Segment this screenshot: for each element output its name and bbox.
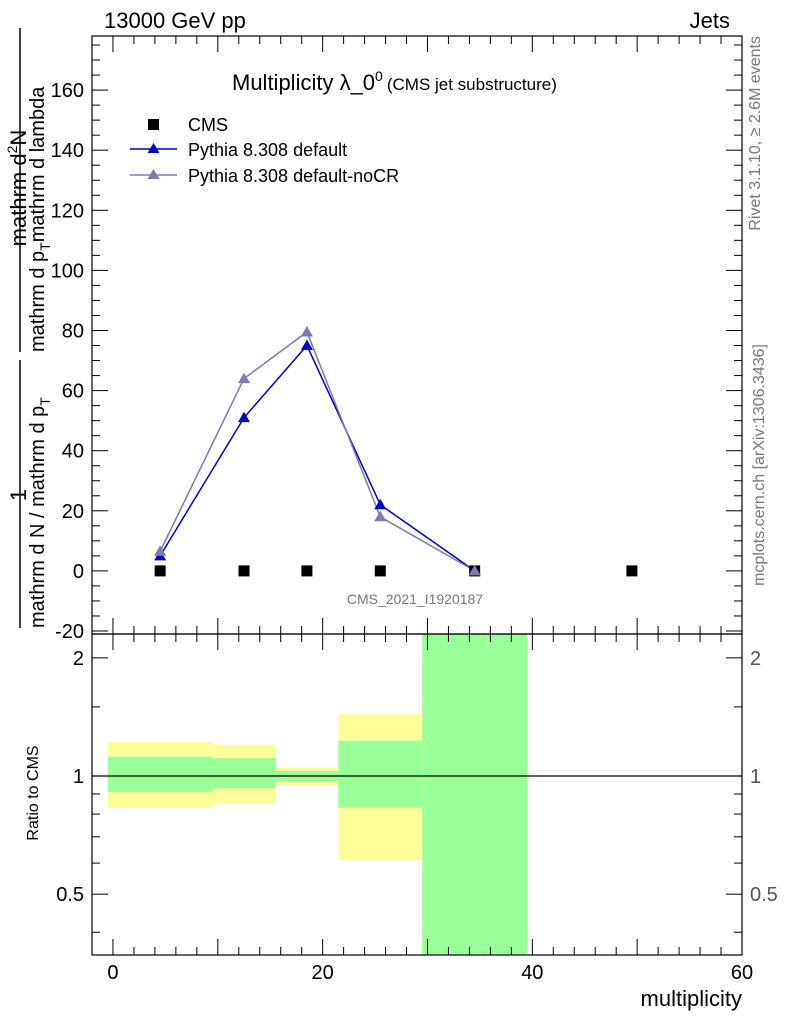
- ratio-ytick-label-2: 2: [73, 648, 84, 670]
- series-2-point-1: [238, 372, 251, 384]
- ratio-ytick-label-0: 0.5: [56, 884, 84, 906]
- series-1-point-3: [374, 498, 387, 510]
- legend-marker-cms: [148, 119, 159, 130]
- ratio-band-inner-0: [107, 756, 213, 793]
- series-1-point-2: [300, 339, 313, 351]
- header-right: Jets: [690, 8, 730, 33]
- x-axis-label: multiplicity: [641, 986, 742, 1011]
- series-2-point-2: [300, 325, 313, 337]
- ratio-ytick-label-right-1: 1: [750, 766, 761, 788]
- ratio-frame: [91, 633, 743, 956]
- ratio-xtick-label-0: 0: [107, 962, 118, 984]
- main-ytick-label-5: 80: [62, 320, 84, 342]
- ylabel-numerator-2: mathrm d2N: [4, 130, 31, 247]
- legend-marker-pythia-nocr: [147, 169, 160, 179]
- plot-title-main: Multiplicity λ_0: [232, 70, 375, 95]
- ylabel-denominator-2: mathrm d pTmathrm d lambda: [27, 86, 53, 352]
- series-1-point-1: [238, 411, 251, 423]
- main-ytick-label-4: 60: [62, 381, 84, 403]
- main-panel: -20 0 20 40 60 80 100 120 140 160: [51, 35, 743, 643]
- header-left: 13000 GeV pp: [104, 8, 246, 33]
- main-ytick-label-2: 20: [62, 501, 84, 523]
- ratio-ylabel: Ratio to CMS: [25, 745, 42, 840]
- legend-label-pythia-nocr: Pythia 8.308 default-noCR: [188, 166, 399, 186]
- plot-title-note: (CMS jet substructure): [387, 75, 557, 94]
- ylabel-denominator-1: mathrm d N / mathrm d pT: [27, 397, 53, 628]
- watermark: CMS_2021_I1920187: [347, 591, 483, 607]
- ratio-xtick-label-1: 20: [312, 962, 334, 984]
- ratio-band-inner-1: [212, 758, 276, 789]
- ratio-band-inner-3: [338, 740, 423, 808]
- main-ylabel: 1 mathrm d N / mathrm d pT mathrm d2N ma…: [4, 28, 53, 628]
- ylabel-numerator-1: 1: [6, 489, 31, 501]
- main-ytick-label-8: 140: [51, 140, 84, 162]
- series-line-1: [159, 344, 476, 572]
- cms-point-2: [301, 565, 313, 577]
- series-2-point-4: [468, 564, 481, 576]
- ratio-xtick-label-3: 60: [731, 962, 753, 984]
- legend-label-pythia-default: Pythia 8.308 default: [188, 140, 347, 160]
- main-ytick-label-1: 0: [73, 561, 84, 583]
- main-ytick-label-9: 160: [51, 80, 84, 102]
- ratio-bands: [107, 634, 528, 955]
- main-ytick-label-0: -20: [55, 621, 84, 643]
- ratio-ytick-label-right-0: 0.5: [750, 884, 778, 906]
- ratio-band-inner-4: [422, 634, 528, 955]
- series-2-point-0: [154, 545, 167, 556]
- cms-point-5: [626, 565, 638, 577]
- cms-point-0: [154, 565, 166, 577]
- main-ytick-label-7: 120: [51, 200, 84, 222]
- mcplots-label: mcplots.cern.ch [arXiv:1306.3436]: [751, 344, 768, 586]
- rivet-label: Rivet 3.1.10, ≥ 2.6M events: [747, 36, 764, 231]
- main-ytick-label-6: 100: [51, 260, 84, 282]
- cms-point-1: [238, 565, 250, 577]
- legend-marker-pythia-default: [147, 143, 160, 153]
- cms-point-3: [374, 565, 386, 577]
- legend-label-cms: CMS: [188, 115, 228, 135]
- ratio-ytick-label-1: 1: [73, 766, 84, 788]
- ratio-ytick-label-right-2: 2: [750, 648, 761, 670]
- ratio-xtick-label-2: 40: [521, 962, 543, 984]
- series-2-point-3: [374, 510, 387, 522]
- main-ytick-label-3: 40: [62, 441, 84, 463]
- legend: CMS Pythia 8.308 default Pythia 8.308 de…: [130, 115, 399, 186]
- plot-title-sup: 0: [375, 68, 383, 84]
- ratio-panel: 0.5 0.51 12 20 20 40 60: [56, 633, 778, 984]
- plot-title: Multiplicity λ_00 (CMS jet substructure): [232, 68, 557, 95]
